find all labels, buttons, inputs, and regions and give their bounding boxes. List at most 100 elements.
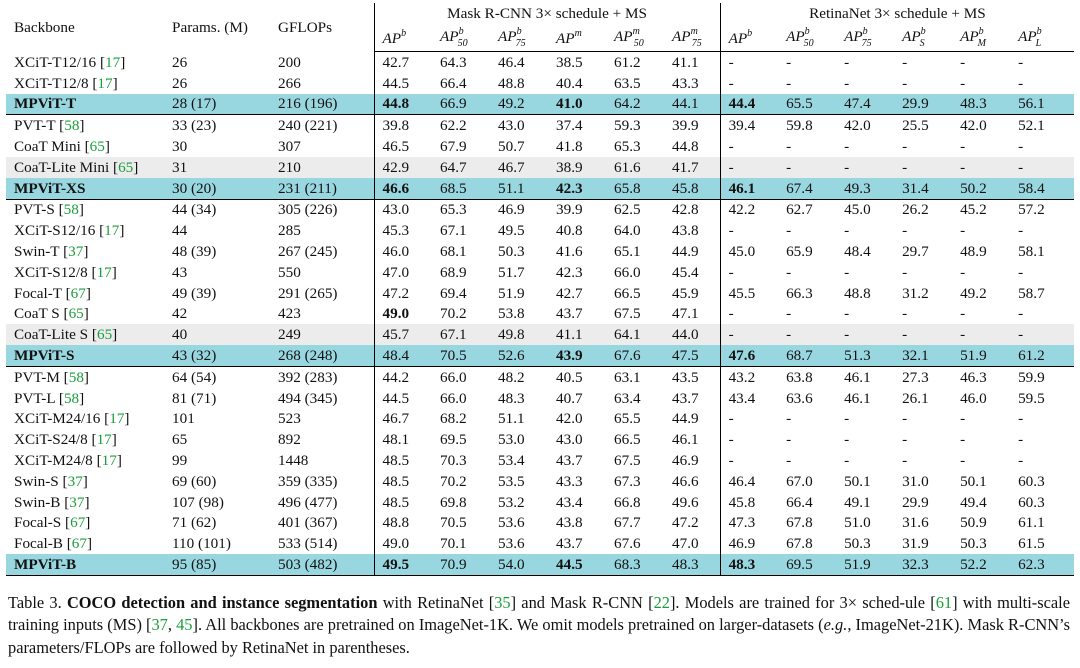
cell-params: 26 xyxy=(172,74,188,92)
cell-mask-ap: 42.9 xyxy=(373,156,432,178)
cell-params: 44 (34) xyxy=(168,198,274,221)
citation-link[interactable]: 37 xyxy=(67,472,83,490)
cell-retina-ap: 43.4 xyxy=(719,387,779,409)
backbone-name: XCiT-M24/16 xyxy=(14,410,101,428)
cell-retina-ap: - xyxy=(844,137,850,155)
cell-retina-ap: 60.3 xyxy=(1018,493,1045,511)
ap-base: AP xyxy=(440,28,459,46)
citation-link[interactable]: 17 xyxy=(101,451,117,469)
citation-link[interactable]: 17 xyxy=(96,263,112,281)
cell-mask-ap: 48.8 xyxy=(498,74,525,92)
cell-mask-ap: 51.7 xyxy=(498,263,525,281)
cell-retina-ap: 46.1 xyxy=(836,365,895,388)
cell-retina-ap: 62.3 xyxy=(1010,554,1075,576)
cell-mask-ap: 66.8 xyxy=(614,493,641,511)
cell-backbone: Focal-S [67] xyxy=(14,514,91,532)
cell-mask-ap: 48.3 xyxy=(664,554,721,576)
backbone-name: XCiT-T12/8 xyxy=(14,74,89,92)
cell-mask-ap: 49.6 xyxy=(672,493,699,511)
citation-link[interactable]: 58 xyxy=(63,201,79,219)
cell-retina-ap: - xyxy=(786,53,792,71)
cell-mask-ap: 39.8 xyxy=(373,114,432,137)
cell-params: 31 xyxy=(168,156,274,178)
cell-mask-ap: 67.3 xyxy=(614,472,641,490)
cell-retina-ap: 59.5 xyxy=(1018,389,1045,407)
citation-link[interactable]: 58 xyxy=(63,389,80,407)
citation-link[interactable]: 65 xyxy=(118,158,134,176)
cell-mask-ap: 42.0 xyxy=(556,410,583,428)
cell-mask-ap: 47.0 xyxy=(373,261,432,283)
citation-link[interactable]: 37 xyxy=(68,242,84,260)
citation-link[interactable]: 65 xyxy=(96,326,113,344)
cell-retina-ap: 45.2 xyxy=(952,198,1011,221)
cell-mask-ap: 48.1 xyxy=(373,429,432,451)
citation-link[interactable]: 67 xyxy=(71,535,87,553)
citation-link[interactable]: 45 xyxy=(176,615,193,635)
backbone-name: CoaT S xyxy=(14,305,60,323)
cell-retina-ap: 44.4 xyxy=(719,93,779,115)
citation-link[interactable]: 67 xyxy=(70,514,86,532)
cell-mask-ap: 69.5 xyxy=(440,431,467,449)
cell-backbone: CoaT Mini [65] xyxy=(14,137,110,155)
backbone-name: Swin-B xyxy=(14,493,61,511)
cell-retina-ap: - xyxy=(894,156,953,178)
citation-link[interactable]: 65 xyxy=(89,137,105,155)
cell-retina-ap: 52.2 xyxy=(952,554,1011,576)
ap-base: AP xyxy=(614,28,633,46)
citation-link[interactable]: 58 xyxy=(64,117,80,135)
cell-mask-ap: 46.1 xyxy=(672,431,699,449)
citation-link[interactable]: 37 xyxy=(151,615,168,635)
cell-mask-ap: 48.8 xyxy=(373,512,432,534)
cell-mask-ap: 43.7 xyxy=(556,451,583,469)
citation-link[interactable]: 17 xyxy=(109,410,125,428)
cell-mask-ap: 70.9 xyxy=(432,554,490,576)
cell-retina-ap: 50.1 xyxy=(844,472,871,490)
cell-backbone: PVT-S [58] xyxy=(6,198,168,221)
cell-retina-ap: - xyxy=(1018,431,1024,449)
header-gflops: GFLOPs xyxy=(278,18,333,36)
cell-mask-ap: 39.9 xyxy=(664,114,721,137)
backbone-name: CoaT Mini xyxy=(14,137,81,155)
ap-base: AP xyxy=(498,28,517,46)
cell-mask-ap: 43.4 xyxy=(556,493,583,511)
cell-retina-ap: 32.1 xyxy=(894,345,953,367)
citation-link[interactable]: 37 xyxy=(69,493,85,511)
cell-retina-ap: - xyxy=(1018,74,1024,92)
citation-link[interactable]: 61 xyxy=(935,593,953,612)
cell-retina-ap: 50.2 xyxy=(952,177,1011,200)
citation-link[interactable]: 22 xyxy=(653,593,670,612)
cell-retina-ap: - xyxy=(902,74,908,92)
header-metric-mask-3: APm xyxy=(548,25,606,52)
ap-superscript: b xyxy=(978,25,984,37)
table-row: CoaT-Lite Mini [65] 31 210 42.9 64.7 46.7 38.9… xyxy=(6,156,1075,178)
cell-mask-ap: 68.1 xyxy=(440,242,467,260)
citation-link[interactable]: 65 xyxy=(68,305,84,323)
backbone-name: XCiT-S24/8 xyxy=(14,431,88,449)
cell-mask-ap: 45.7 xyxy=(373,324,432,346)
cell-mask-ap: 44.1 xyxy=(664,93,721,115)
cell-retina-ap: 49.2 xyxy=(960,284,987,302)
citation-link[interactable]: 17 xyxy=(105,53,121,71)
cell-mask-ap: 38.9 xyxy=(548,156,606,178)
cell-mask-ap: 42.3 xyxy=(556,263,583,281)
cell-retina-ap: 45.0 xyxy=(836,198,895,221)
cell-mask-ap: 65.8 xyxy=(606,177,664,200)
cell-retina-ap: - xyxy=(902,263,908,281)
citation-link[interactable]: 17 xyxy=(97,74,113,92)
citation-link[interactable]: 17 xyxy=(104,222,120,240)
caption-label: Table 3. xyxy=(8,593,67,612)
cell-mask-ap: 47.1 xyxy=(672,305,699,323)
cell-retina-ap: - xyxy=(902,451,908,469)
cell-gflops: 285 xyxy=(278,222,301,240)
citation-link[interactable]: 35 xyxy=(494,593,511,612)
citation-link[interactable]: 17 xyxy=(96,431,112,449)
ap-subscript: 75 xyxy=(691,38,702,50)
cell-mask-ap: 43.8 xyxy=(556,514,583,532)
caption-text: ]. All backbones are pretrained on Image… xyxy=(192,615,824,635)
citation-link[interactable]: 58 xyxy=(68,368,84,386)
cell-mask-ap: 44.0 xyxy=(664,324,721,346)
cell-backbone: XCiT-S12/8 [17] xyxy=(14,263,117,281)
citation-link[interactable]: 67 xyxy=(70,284,86,302)
cell-mask-ap: 44.5 xyxy=(548,554,606,576)
table-row: XCiT-M24/16 [17] 101 523 46.7 68.2 51.1 42.0 65… xyxy=(6,408,1074,430)
